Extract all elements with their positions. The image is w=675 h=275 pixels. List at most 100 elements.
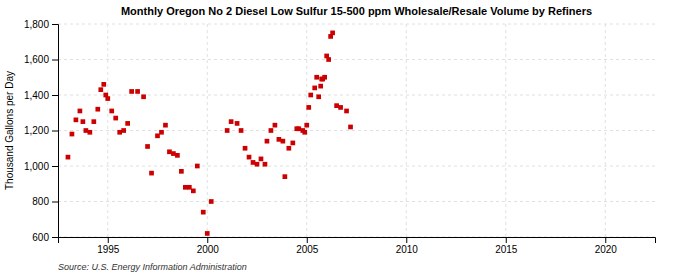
y-axis-line <box>52 25 59 238</box>
point <box>318 84 323 89</box>
point <box>191 189 196 194</box>
point <box>286 146 291 151</box>
point <box>105 96 110 101</box>
point <box>179 169 184 174</box>
y-tick: 800 <box>32 196 58 207</box>
point <box>326 57 331 62</box>
point <box>302 130 307 135</box>
points <box>66 31 353 236</box>
point <box>195 164 200 169</box>
point <box>273 123 278 128</box>
x-tick-label: 2000 <box>197 244 220 255</box>
y-axis: 600 800 1,000 1,200 1,400 1,600 1,800 <box>24 19 59 243</box>
y-tick: 1,400 <box>24 90 58 101</box>
point <box>281 139 286 144</box>
y-tick: 1,600 <box>24 54 58 65</box>
point <box>74 118 79 123</box>
y-tick-mark <box>52 202 58 203</box>
point <box>344 109 349 114</box>
point <box>209 199 214 204</box>
grid-line-x <box>207 24 208 237</box>
y-tick: 600 <box>32 232 58 243</box>
x-tick: 2010 <box>396 237 419 255</box>
title: Monthly Oregon No 2 Diesel Low Sulfur 15… <box>121 5 592 17</box>
x-tick: 2000 <box>197 237 220 255</box>
point <box>263 162 268 167</box>
y-tick-label: 1,400 <box>24 90 49 101</box>
y-tick-mark <box>52 166 58 167</box>
point <box>109 109 114 114</box>
x-tick-mark <box>307 237 308 243</box>
y-tick-label: 1,800 <box>24 19 49 30</box>
point <box>283 174 288 179</box>
point <box>265 139 270 144</box>
chart: 1995 2000 2005 2010 2015 2020 600 800 1,000 1,200… <box>0 0 675 275</box>
point <box>129 89 134 94</box>
point <box>312 86 317 91</box>
point <box>304 123 309 128</box>
point <box>308 93 313 98</box>
y-tick-mark <box>52 131 58 132</box>
point <box>125 121 130 126</box>
x-tick-label: 2015 <box>495 244 518 255</box>
point <box>290 141 295 146</box>
grid-line-y <box>58 95 655 96</box>
point <box>247 155 252 160</box>
point <box>95 107 100 112</box>
point <box>91 119 96 124</box>
x-tick-mark <box>506 237 507 243</box>
point <box>101 82 106 87</box>
y-tick-mark <box>52 24 58 25</box>
x-tick-label: 2020 <box>595 244 618 255</box>
point <box>235 121 240 126</box>
grid-line-y <box>58 59 655 60</box>
y-tick-mark <box>52 60 58 61</box>
point <box>259 157 264 162</box>
x-tick-mark <box>207 237 208 243</box>
grid-line-y <box>58 130 655 131</box>
point <box>239 128 244 133</box>
point <box>348 125 353 130</box>
grid-line-x <box>505 24 506 237</box>
plot-area: 1995 2000 2005 2010 2015 2020 600 800 1,000 1,200… <box>24 19 656 255</box>
point <box>201 210 206 215</box>
point <box>314 75 319 80</box>
point <box>78 109 83 114</box>
y-tick: 1,200 <box>24 125 58 136</box>
point <box>70 132 75 137</box>
point <box>205 231 210 236</box>
point <box>229 119 234 124</box>
y-tick-label: 600 <box>32 232 49 243</box>
y-tick-label: 1,600 <box>24 54 49 65</box>
x-tick-mark <box>406 237 407 243</box>
point <box>306 105 311 110</box>
x-tick: 2020 <box>595 237 618 255</box>
point <box>66 155 71 160</box>
point <box>141 94 146 99</box>
x-tick: 1995 <box>97 237 120 255</box>
y-tick-label: 800 <box>32 196 49 207</box>
point <box>121 128 126 133</box>
point <box>316 94 321 99</box>
point <box>87 130 92 135</box>
grid-line-y <box>58 24 655 25</box>
x-axis: 1995 2000 2005 2010 2015 2020 <box>59 237 656 255</box>
point <box>135 89 140 94</box>
point <box>243 146 248 151</box>
point <box>338 105 343 110</box>
grid-line-y <box>58 201 655 202</box>
x-axis-line <box>59 238 656 244</box>
point <box>269 128 274 133</box>
point <box>330 31 335 36</box>
y-tick: 1,800 <box>24 19 58 30</box>
point <box>159 130 164 135</box>
point <box>113 116 118 121</box>
source: Source: U.S. Energy Information Administ… <box>58 262 247 272</box>
y-tick: 1,000 <box>24 161 58 172</box>
grid <box>58 24 655 237</box>
x-tick-mark <box>605 237 606 243</box>
grid-line-y <box>58 166 655 167</box>
point <box>225 128 230 133</box>
point <box>98 87 103 92</box>
x-tick: 2005 <box>296 237 319 255</box>
